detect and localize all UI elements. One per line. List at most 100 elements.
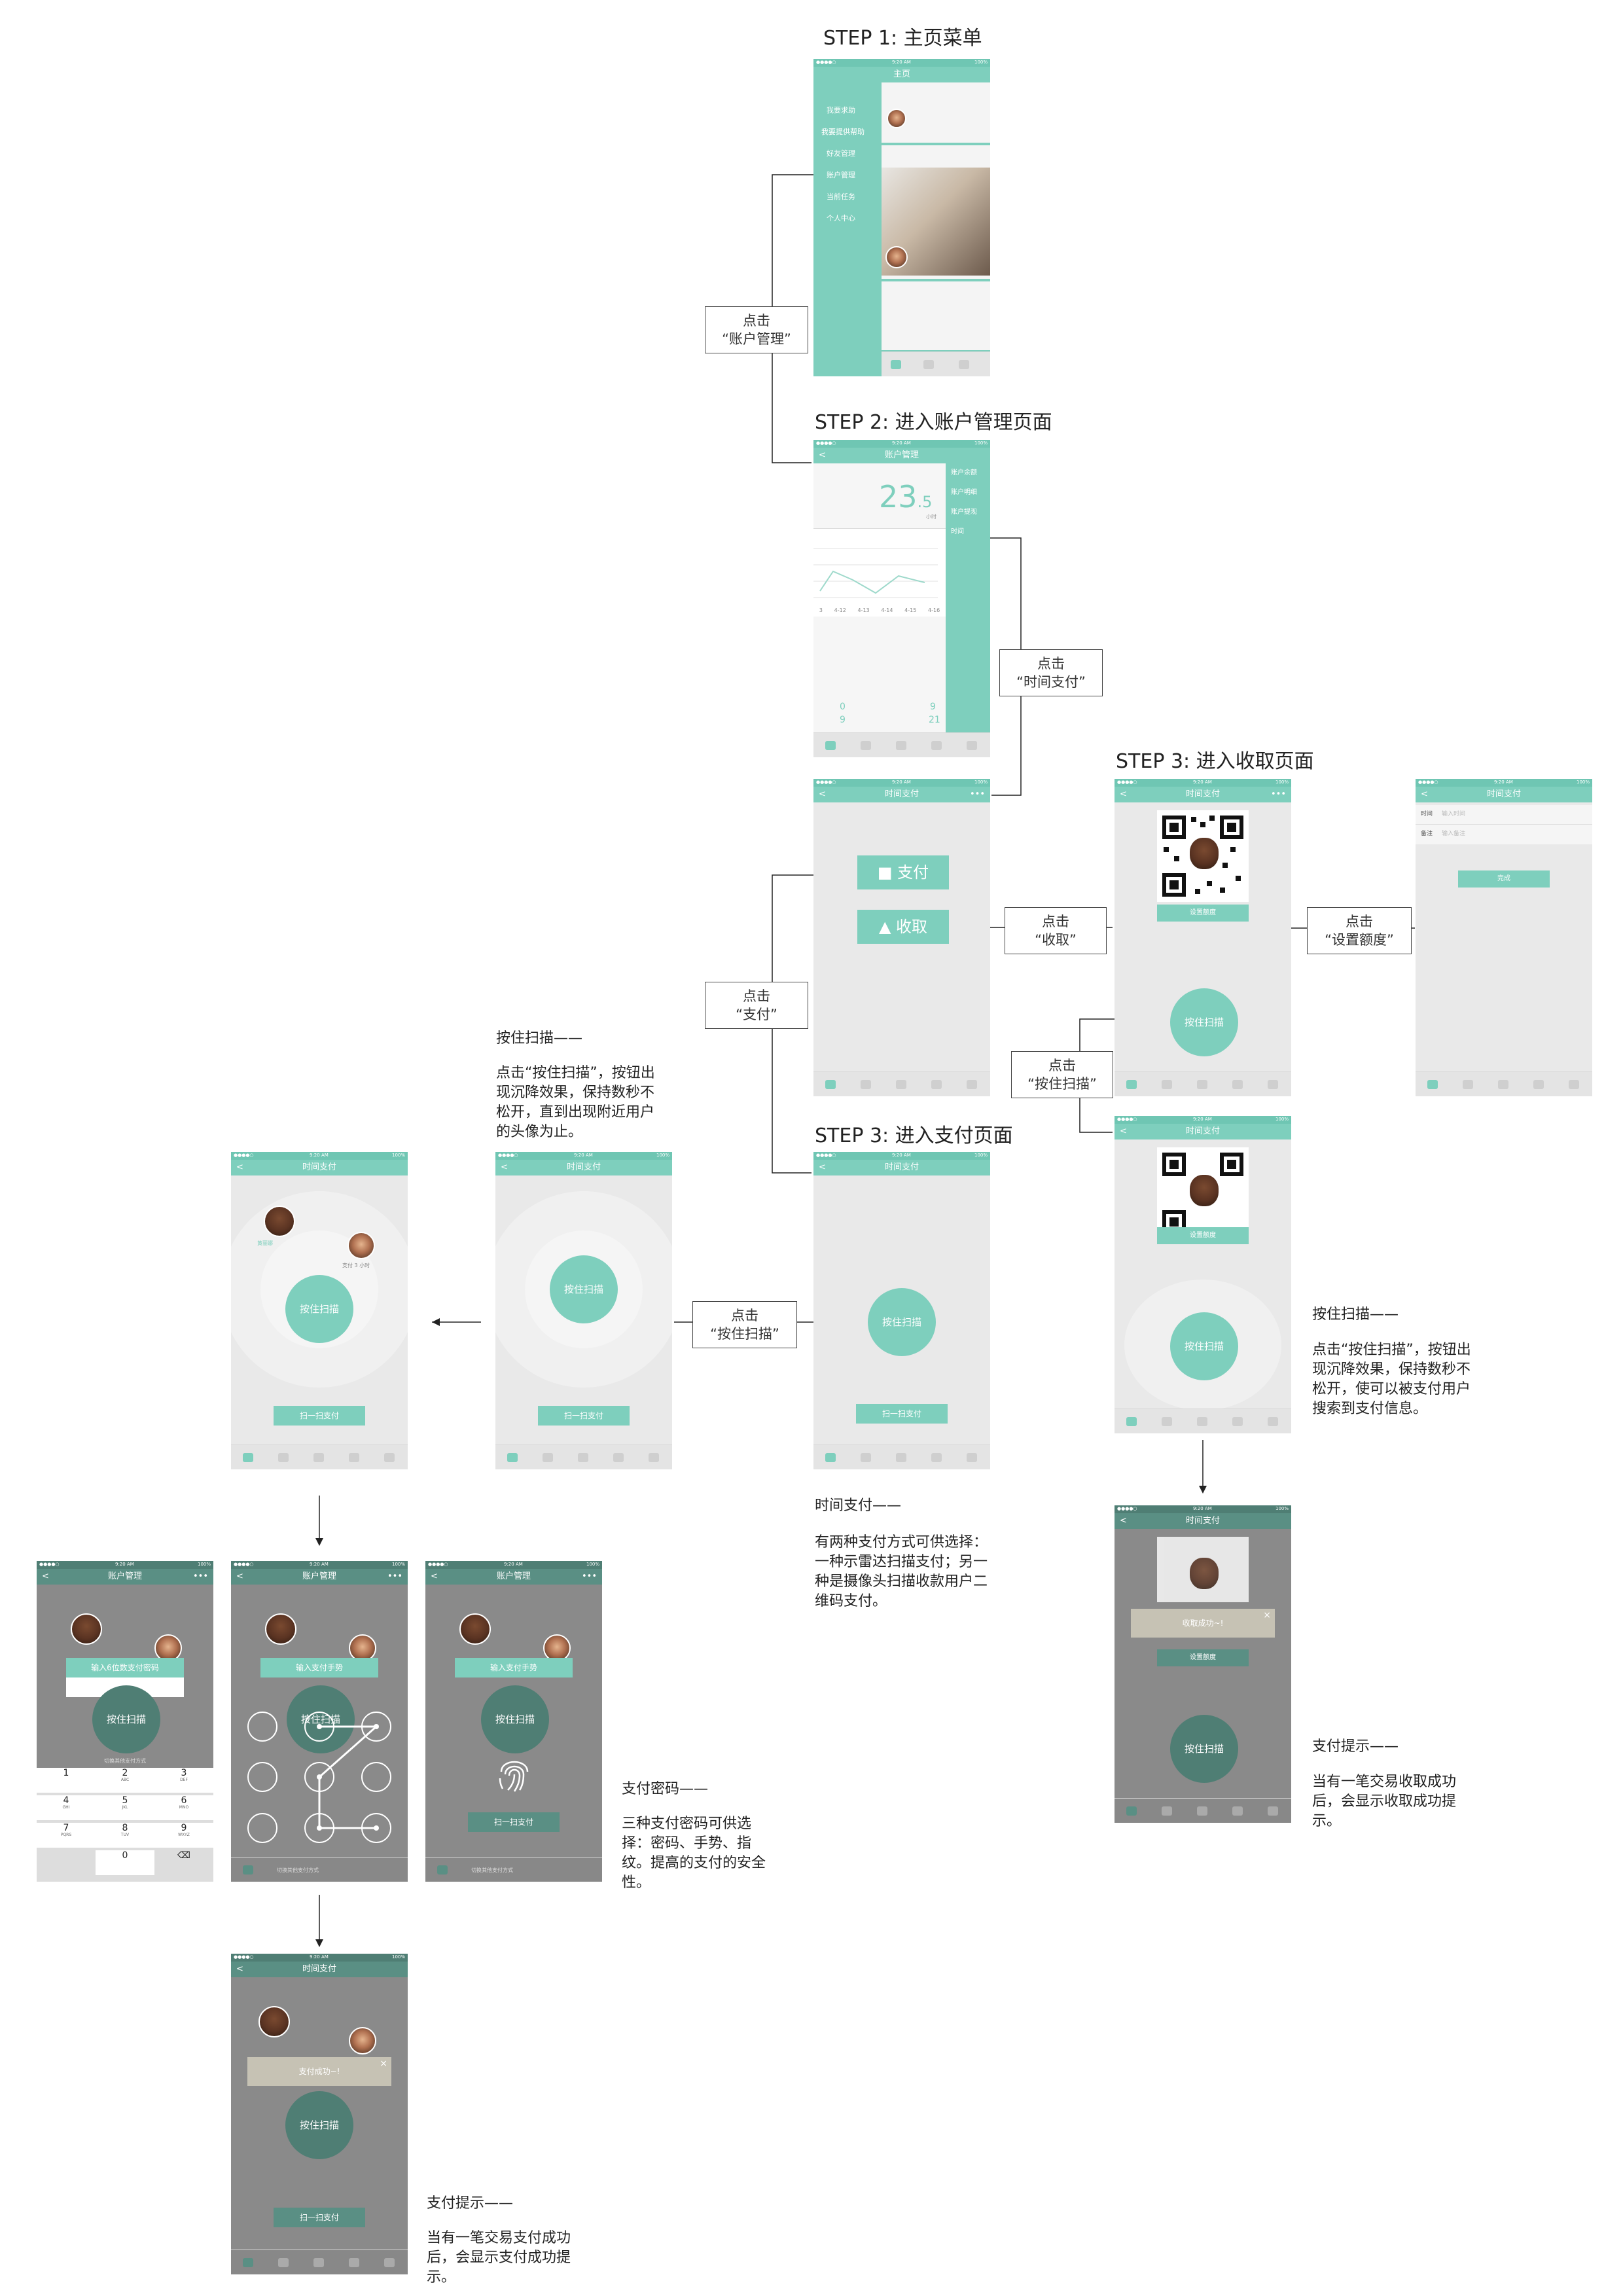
chat-icon[interactable] xyxy=(278,1453,289,1462)
gesture-dot-6[interactable] xyxy=(361,1762,391,1792)
star-icon[interactable] xyxy=(384,2258,395,2267)
nearby-user-avatar[interactable] xyxy=(264,1206,295,1237)
mail-icon[interactable] xyxy=(349,1453,359,1462)
gesture-dot-2[interactable] xyxy=(304,1712,334,1742)
close-icon[interactable]: × xyxy=(380,2058,387,2069)
switch-method[interactable]: 切换其他支付方式 xyxy=(104,1758,146,1764)
key-1[interactable]: 1 xyxy=(37,1768,96,1793)
camera-icon[interactable] xyxy=(1197,1806,1207,1816)
gesture-dot-3[interactable] xyxy=(361,1712,391,1742)
hold-scan-button[interactable]: 按住扫描 xyxy=(1170,1312,1238,1380)
back-icon[interactable]: < xyxy=(819,1162,826,1172)
camera-icon[interactable] xyxy=(896,1080,906,1089)
backspace-icon[interactable]: ⌫ xyxy=(154,1850,213,1875)
star-icon[interactable] xyxy=(967,1453,977,1462)
key-4[interactable]: 4 GHI xyxy=(37,1795,96,1820)
back-icon[interactable]: < xyxy=(236,1162,243,1172)
more-icon[interactable]: ••• xyxy=(969,789,985,799)
hold-scan-button[interactable]: 按住扫描 xyxy=(1170,1715,1238,1783)
back-icon[interactable]: < xyxy=(1421,789,1428,799)
back-icon[interactable]: < xyxy=(1120,789,1127,799)
key-6[interactable]: 6 MNO xyxy=(154,1795,213,1820)
home-icon[interactable] xyxy=(1126,1417,1137,1426)
set-amount-button[interactable]: 设置额度 xyxy=(1157,1649,1249,1666)
chat-icon[interactable] xyxy=(861,741,871,750)
chat-icon[interactable] xyxy=(1463,1080,1473,1089)
star-icon[interactable] xyxy=(1268,1080,1278,1089)
more-icon[interactable]: ••• xyxy=(387,1571,402,1581)
back-icon[interactable]: < xyxy=(42,1571,49,1581)
home-icon[interactable] xyxy=(507,1453,518,1462)
key-0[interactable]: 0 xyxy=(96,1850,154,1875)
back-icon[interactable]: < xyxy=(236,1571,243,1581)
scan-pay-button[interactable]: 扫一扫支付 xyxy=(538,1406,630,1426)
star-icon[interactable] xyxy=(384,1453,395,1462)
home-icon[interactable] xyxy=(891,360,901,369)
switch-method[interactable]: 切换其他支付方式 xyxy=(277,1867,319,1873)
camera-icon[interactable] xyxy=(578,1453,588,1462)
home-icon[interactable] xyxy=(243,2258,253,2267)
gesture-dot-9[interactable] xyxy=(361,1813,391,1843)
star-icon[interactable] xyxy=(649,1453,659,1462)
key-3[interactable]: 3 DEF xyxy=(154,1768,213,1793)
menu-item-tasks[interactable]: 当前任务 xyxy=(827,192,855,201)
scan-pay-button[interactable]: 扫一扫支付 xyxy=(856,1404,948,1424)
menu-withdraw[interactable]: 账户提现 xyxy=(951,509,977,516)
chat-icon[interactable] xyxy=(543,1453,553,1462)
key-9[interactable]: 9 WXYZ xyxy=(154,1823,213,1848)
mail-icon[interactable] xyxy=(1232,1806,1243,1816)
menu-time[interactable]: 时间 xyxy=(951,528,964,535)
chat-icon[interactable] xyxy=(278,2258,289,2267)
star-icon[interactable] xyxy=(967,1080,977,1089)
star-icon[interactable] xyxy=(1268,1806,1278,1816)
chat-icon[interactable] xyxy=(861,1080,871,1089)
key-8[interactable]: 8 TUV xyxy=(96,1823,154,1848)
mail-icon[interactable] xyxy=(349,2258,359,2267)
home-icon[interactable] xyxy=(1126,1806,1137,1816)
star-icon[interactable] xyxy=(967,741,977,750)
nearby-user2-avatar[interactable] xyxy=(348,1232,375,1259)
back-icon[interactable]: < xyxy=(819,789,826,799)
camera-icon[interactable] xyxy=(1197,1080,1207,1089)
home-icon[interactable] xyxy=(1126,1080,1137,1089)
back-icon[interactable]: < xyxy=(1120,1126,1127,1136)
camera-icon[interactable] xyxy=(313,2258,324,2267)
hold-scan-button[interactable]: 按住扫描 xyxy=(868,1288,936,1356)
time-input[interactable]: 输入时间 xyxy=(1442,811,1466,817)
star-icon[interactable] xyxy=(1268,1417,1278,1426)
mail-icon[interactable] xyxy=(931,1453,942,1462)
key-2[interactable]: 2 ABC xyxy=(96,1768,154,1793)
chat-icon[interactable] xyxy=(861,1453,871,1462)
mail-icon[interactable] xyxy=(613,1453,624,1462)
more-icon[interactable]: ••• xyxy=(192,1571,208,1581)
home-icon[interactable] xyxy=(243,1865,253,1874)
home-icon[interactable] xyxy=(1427,1080,1438,1089)
fingerprint-icon[interactable] xyxy=(496,1752,533,1794)
camera-icon[interactable] xyxy=(896,1453,906,1462)
gesture-dot-8[interactable] xyxy=(304,1813,334,1843)
back-icon[interactable]: < xyxy=(236,1964,243,1974)
hold-scan-button[interactable]: 按住扫描 xyxy=(1170,988,1238,1056)
mail-icon[interactable] xyxy=(931,741,942,750)
camera-icon[interactable] xyxy=(959,360,969,369)
menu-item-help[interactable]: 我要求助 xyxy=(827,106,855,115)
scan-pay-button[interactable]: 扫一扫支付 xyxy=(274,1406,365,1426)
camera-icon[interactable] xyxy=(896,741,906,750)
camera-icon[interactable] xyxy=(313,1453,324,1462)
mail-icon[interactable] xyxy=(1533,1080,1544,1089)
mail-icon[interactable] xyxy=(931,1080,942,1089)
done-button[interactable]: 完成 xyxy=(1458,870,1550,888)
menu-item-friends[interactable]: 好友管理 xyxy=(827,149,855,158)
key-5[interactable]: 5 JKL xyxy=(96,1795,154,1820)
chat-icon[interactable] xyxy=(923,360,934,369)
home-icon[interactable] xyxy=(825,741,836,750)
pay-button[interactable]: ■ 支付 xyxy=(857,855,949,889)
chat-icon[interactable] xyxy=(1162,1806,1172,1816)
camera-icon[interactable] xyxy=(1197,1417,1207,1426)
home-icon[interactable] xyxy=(243,1453,253,1462)
more-icon[interactable]: ••• xyxy=(581,1571,597,1581)
back-icon[interactable]: < xyxy=(1120,1516,1127,1526)
switch-method[interactable]: 切换其他支付方式 xyxy=(471,1867,513,1873)
back-icon[interactable]: < xyxy=(501,1162,508,1172)
hold-scan-button[interactable]: 按住扫描 xyxy=(285,1275,353,1343)
